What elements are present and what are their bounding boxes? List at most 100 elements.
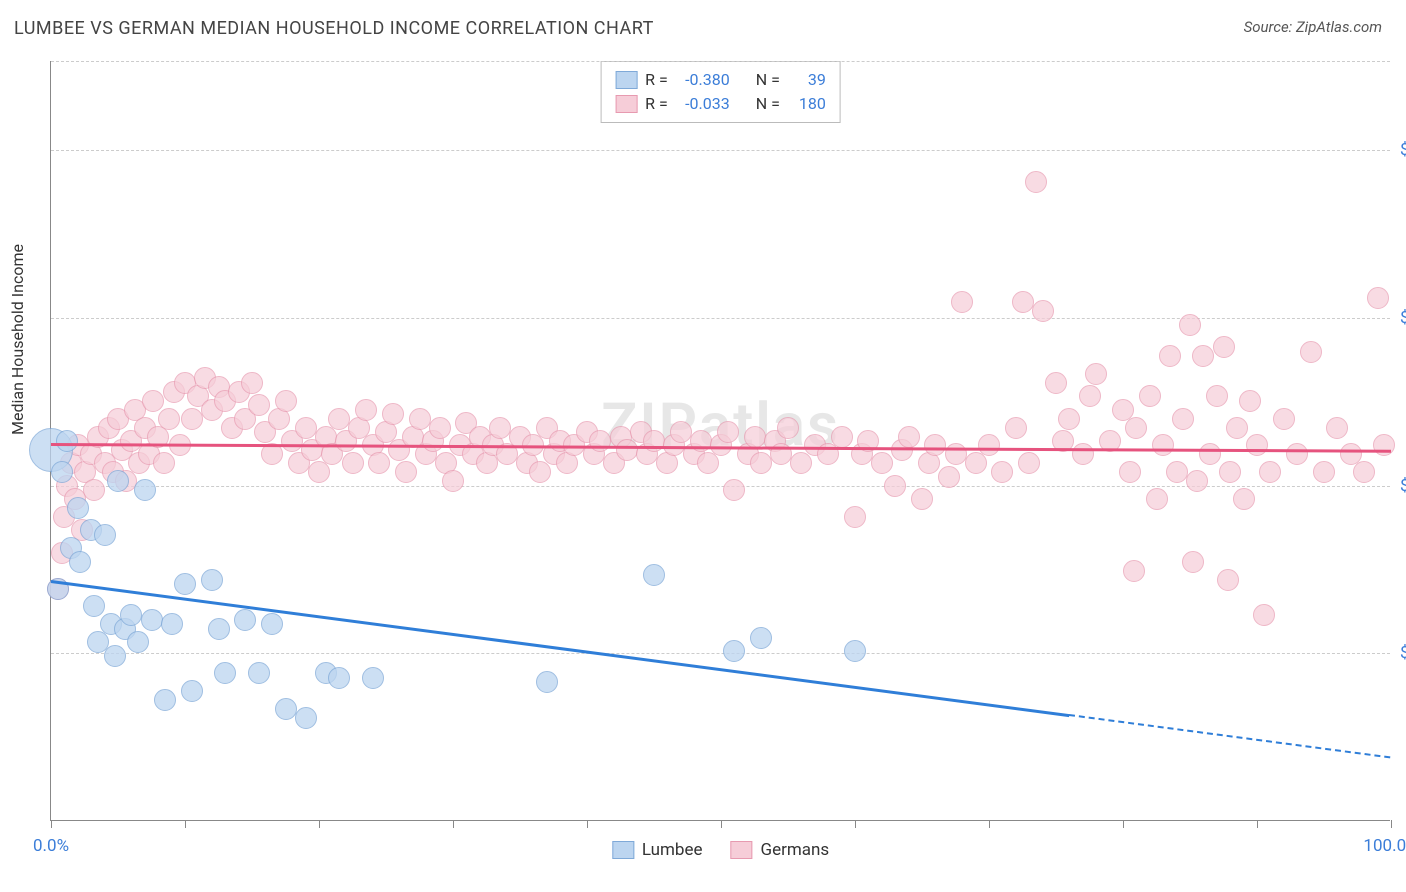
x-tick [1123, 820, 1124, 828]
scatter-point [1192, 345, 1214, 367]
header: LUMBEE VS GERMAN MEDIAN HOUSEHOLD INCOME… [0, 0, 1406, 47]
scatter-point [1233, 488, 1255, 510]
scatter-point [744, 426, 766, 448]
scatter-point [898, 426, 920, 448]
x-tick [721, 820, 722, 828]
scatter-point [1199, 443, 1221, 465]
scatter-point [951, 291, 973, 313]
scatter-point [328, 667, 350, 689]
scatter-point [536, 671, 558, 693]
y-tick-label: $75,000 [1400, 476, 1406, 496]
scatter-point [1367, 287, 1389, 309]
scatter-point [409, 408, 431, 430]
x-tick [51, 820, 52, 828]
scatter-point [241, 372, 263, 394]
series-legend-item: Lumbee [612, 840, 703, 860]
legend-swatch [615, 95, 637, 113]
scatter-point [201, 569, 223, 591]
scatter-point [127, 631, 149, 653]
scatter-point [1012, 291, 1034, 313]
scatter-point [1273, 408, 1295, 430]
scatter-point [69, 551, 91, 573]
scatter-point [991, 461, 1013, 483]
gridline [51, 653, 1390, 654]
scatter-point [1373, 434, 1395, 456]
scatter-point [1213, 336, 1235, 358]
scatter-point [1259, 461, 1281, 483]
stats-legend-row: R =-0.380N =39 [615, 68, 826, 92]
scatter-point [174, 573, 196, 595]
scatter-point [1125, 417, 1147, 439]
scatter-point [1326, 417, 1348, 439]
scatter-point [978, 434, 1000, 456]
scatter-point [1166, 461, 1188, 483]
scatter-point [214, 662, 236, 684]
stats-legend-row: R =-0.033N =180 [615, 92, 826, 116]
scatter-point [871, 452, 893, 474]
scatter-point [56, 430, 78, 452]
chart: Median Household Income ZIPatlas R =-0.3… [14, 55, 1392, 875]
scatter-point [1005, 417, 1027, 439]
scatter-point [154, 689, 176, 711]
scatter-point [1123, 560, 1145, 582]
scatter-point [275, 698, 297, 720]
scatter-point [717, 421, 739, 443]
scatter-point [1018, 452, 1040, 474]
scatter-point [362, 667, 384, 689]
scatter-point [924, 434, 946, 456]
y-axis-label: Median Household Income [8, 244, 27, 435]
scatter-point [342, 452, 364, 474]
scatter-point [161, 613, 183, 635]
scatter-point [1239, 390, 1261, 412]
scatter-point [1072, 443, 1094, 465]
scatter-point [275, 390, 297, 412]
legend-r-label: R = [645, 68, 668, 92]
scatter-point [1119, 461, 1141, 483]
trend-line-extrapolated [1069, 714, 1391, 758]
plot-area: ZIPatlas R =-0.380N =39R =-0.033N =180 L… [50, 61, 1390, 821]
x-tick-label: 100.0% [1363, 836, 1406, 856]
scatter-point [1206, 385, 1228, 407]
scatter-point [104, 645, 126, 667]
scatter-point [616, 439, 638, 461]
scatter-point [295, 707, 317, 729]
scatter-point [83, 595, 105, 617]
scatter-point [1058, 408, 1080, 430]
scatter-point [120, 604, 142, 626]
chart-title: LUMBEE VS GERMAN MEDIAN HOUSEHOLD INCOME… [14, 18, 654, 39]
legend-r-value: -0.033 [676, 92, 730, 116]
scatter-point [1313, 461, 1335, 483]
x-tick [989, 820, 990, 828]
y-tick-label: $37,500 [1400, 643, 1406, 663]
scatter-point [153, 452, 175, 474]
scatter-point [831, 426, 853, 448]
y-tick-label: $112,500 [1400, 308, 1406, 328]
gridline [51, 61, 1390, 62]
legend-n-label: N = [756, 92, 780, 116]
scatter-point [234, 609, 256, 631]
scatter-point [67, 497, 89, 519]
legend-r-value: -0.380 [676, 68, 730, 92]
scatter-point [1246, 434, 1268, 456]
scatter-point [429, 417, 451, 439]
scatter-point [1139, 385, 1161, 407]
scatter-point [643, 564, 665, 586]
scatter-point [141, 609, 163, 631]
scatter-point [884, 475, 906, 497]
scatter-point [181, 680, 203, 702]
scatter-point [248, 394, 270, 416]
scatter-point [489, 417, 511, 439]
scatter-point [1182, 551, 1204, 573]
scatter-point [94, 524, 116, 546]
scatter-point [368, 452, 390, 474]
scatter-point [1032, 300, 1054, 322]
scatter-point [181, 408, 203, 430]
x-tick-label: 0.0% [33, 836, 69, 856]
scatter-point [248, 662, 270, 684]
scatter-point [1085, 363, 1107, 385]
scatter-point [1079, 385, 1101, 407]
x-tick [319, 820, 320, 828]
scatter-point [158, 408, 180, 430]
scatter-point [1217, 569, 1239, 591]
stats-legend: R =-0.380N =39R =-0.033N =180 [600, 61, 841, 123]
